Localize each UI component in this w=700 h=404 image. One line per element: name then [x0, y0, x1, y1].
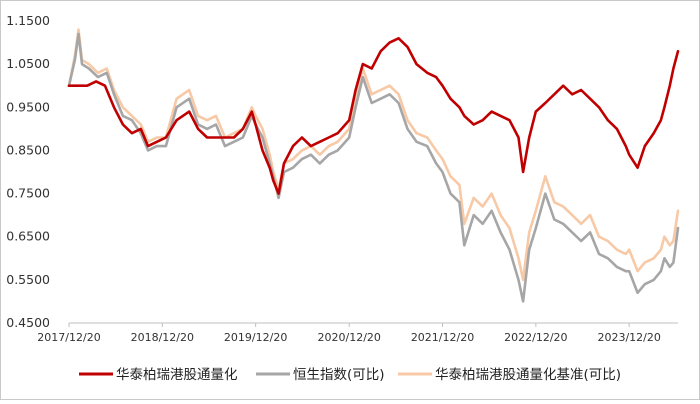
y-axis-ticks: 1.1500 1.0500 0.9500 0.8500 0.7500 0.6500 0.55…	[6, 13, 50, 330]
legend-label: 华泰柏瑞港股通量化	[116, 367, 238, 383]
y-tick-label: 1.1500	[6, 13, 50, 28]
y-tick-label: 0.7500	[6, 186, 50, 201]
x-tick-label: 2018/12/20	[131, 331, 194, 344]
x-tick-label: 2017/12/20	[37, 331, 100, 344]
x-tick-label: 2021/12/20	[411, 331, 474, 344]
y-tick-label: 0.9500	[6, 99, 50, 114]
series-line-1	[67, 32, 680, 303]
series-line-0	[67, 37, 680, 195]
x-tick-label: 2023/12/20	[597, 331, 660, 344]
y-tick-label: 0.4500	[6, 315, 50, 330]
x-tick-label: 2019/12/20	[224, 331, 287, 344]
y-tick-label: 0.8500	[6, 142, 50, 157]
legend-label: 恒生指数(可比)	[293, 367, 385, 383]
x-axis-ticks: 2017/12/20 2018/12/20 2019/12/20 2020/12/20…	[37, 323, 661, 344]
x-tick-label: 2022/12/20	[504, 331, 567, 344]
series-lines	[67, 28, 680, 303]
legend: 华泰柏瑞港股通量化 恒生指数(可比) 华泰柏瑞港股通量化基准(可比)	[79, 366, 621, 383]
legend-label: 华泰柏瑞港股通量化基准(可比)	[435, 366, 621, 383]
y-tick-label: 1.0500	[6, 56, 50, 71]
x-tick-label: 2020/12/20	[318, 331, 381, 344]
y-tick-label: 0.6500	[6, 229, 50, 244]
y-tick-label: 0.5500	[6, 272, 50, 287]
